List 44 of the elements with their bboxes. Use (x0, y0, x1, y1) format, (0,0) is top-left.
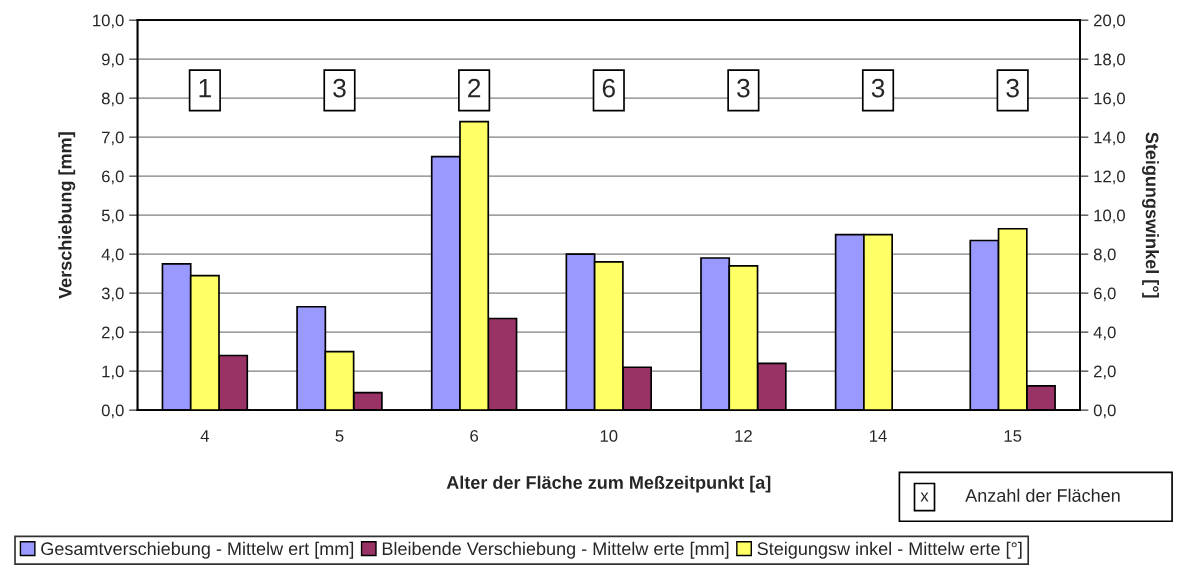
x-tick-label: 15 (1004, 430, 1022, 442)
y2-tick-label: 4,0 (1093, 326, 1116, 341)
x-tick-label: 14 (870, 430, 887, 442)
legend-label: Bleibende Verschiebung - Mittelw erte [mm] (382, 541, 729, 559)
y-tick-label: 9,0 (101, 53, 124, 68)
x-axis-title: Alter der Fläche zum Meßzeitpunkt [a] (446, 475, 771, 493)
y-tick-label: 5,0 (101, 209, 124, 224)
y-tick-label: 1,0 (102, 365, 124, 380)
y-axis-title: Verschiebung [mm] (58, 132, 76, 299)
y-tick-label: 3,0 (101, 287, 124, 302)
text: Anzahl der Flächen (965, 488, 1120, 502)
y2-axis-title: Steigungswinkel [°] (1142, 132, 1159, 298)
x-tick-label: 12 (735, 430, 752, 442)
y-tick-label: 6,0 (102, 170, 124, 185)
annotation: 1 (199, 79, 211, 98)
annotation: 2 (468, 78, 481, 98)
y-tick-label: 10,0 (93, 14, 124, 29)
y2-tick-label: 0,0 (1093, 404, 1116, 419)
y-tick-label: 2,0 (102, 326, 124, 341)
y2-tick-label: 10,0 (1094, 209, 1125, 224)
y-tick-label: 7,0 (102, 131, 124, 146)
y2-tick-label: 8,0 (1093, 248, 1116, 263)
y-tick-label: 0,0 (101, 404, 124, 419)
y-tick-label: 8,0 (101, 92, 124, 107)
y2-tick-label: 14,0 (1094, 131, 1125, 146)
x-tick-label: 5 (335, 430, 344, 442)
annotation: 3 (1006, 78, 1019, 98)
y2-tick-label: 20,0 (1094, 14, 1125, 29)
annotation: 3 (333, 78, 346, 98)
legend-label: Steigungsw inkel - Mittelw erte [°] (757, 541, 1022, 559)
annotation: 6 (602, 78, 615, 98)
y2-tick-label: 16,0 (1094, 92, 1125, 107)
y-tick-label: 4,0 (101, 248, 124, 263)
x-tick-label: 6 (470, 430, 479, 442)
y2-tick-label: 6,0 (1094, 287, 1116, 302)
y2-tick-label: 12,0 (1094, 170, 1125, 185)
x-tick-label: 4 (200, 430, 209, 442)
legend-label: Gesamtverschiebung - Mittelw ert [mm] (41, 541, 354, 559)
annotation: 3 (737, 78, 750, 98)
text: x (920, 492, 929, 502)
y2-tick-label: 2,0 (1094, 365, 1116, 380)
y2-tick-label: 18,0 (1094, 53, 1125, 68)
annotation: 3 (871, 78, 885, 98)
x-tick-label: 10 (600, 430, 618, 442)
